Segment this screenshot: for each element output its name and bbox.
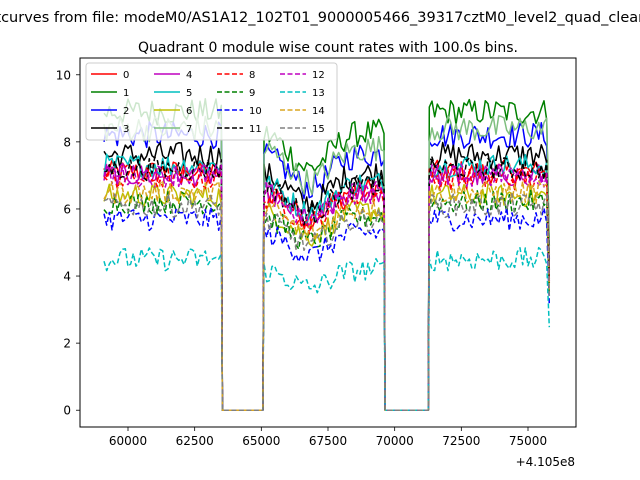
series-line-14 [103, 179, 551, 411]
figure-suptitle: Lightcurves from file: modeM0/AS1A12_102… [0, 10, 640, 26]
x-axis: 60000 62500 65000 67500 70000 72500 75000 [109, 427, 547, 448]
legend-label-11: 11 [249, 124, 262, 135]
legend-label-4: 4 [186, 70, 192, 81]
y-tick-label: 6 [63, 202, 71, 216]
x-tick-label: 70000 [376, 434, 414, 448]
legend-label-14: 14 [312, 106, 325, 117]
y-tick-label: 2 [63, 337, 71, 351]
x-tick-label: 60000 [109, 434, 147, 448]
x-tick-label: 67500 [309, 434, 347, 448]
series-line-11 [103, 156, 551, 411]
series-line-3 [103, 141, 551, 411]
y-tick-label: 4 [63, 270, 71, 284]
x-axis-offset-label: +4.105e8 [516, 455, 575, 469]
series-line-13 [103, 246, 551, 411]
legend-label-7: 7 [186, 124, 192, 135]
x-tick-label: 65000 [242, 434, 280, 448]
chart-title: Quadrant 0 module wise count rates with … [138, 40, 518, 56]
legend-label-1: 1 [123, 88, 129, 99]
legend-frame [85, 62, 338, 141]
legend-label-5: 5 [186, 88, 192, 99]
legend-label-12: 12 [312, 70, 325, 81]
y-tick-label: 0 [63, 404, 71, 418]
legend-label-15: 15 [312, 124, 325, 135]
x-tick-label: 75000 [509, 434, 547, 448]
x-tick-label: 62500 [176, 434, 214, 448]
y-tick-label: 8 [63, 135, 71, 149]
legend-label-6: 6 [186, 106, 192, 117]
series-line-10 [103, 206, 551, 411]
series-line-12 [103, 163, 551, 411]
x-tick-label: 72500 [442, 434, 480, 448]
y-axis: 0 2 4 6 8 10 [56, 68, 80, 418]
legend-label-9: 9 [249, 88, 255, 99]
legend-label-10: 10 [249, 106, 262, 117]
legend-label-8: 8 [249, 70, 255, 81]
y-tick-label: 10 [56, 68, 71, 82]
legend-label-13: 13 [312, 88, 325, 99]
legend-label-3: 3 [123, 124, 129, 135]
series-line-15 [103, 193, 551, 411]
legend-label-2: 2 [123, 106, 129, 117]
series-line-9 [103, 189, 551, 411]
series-line-5 [103, 153, 551, 411]
legend-label-0: 0 [123, 70, 129, 81]
